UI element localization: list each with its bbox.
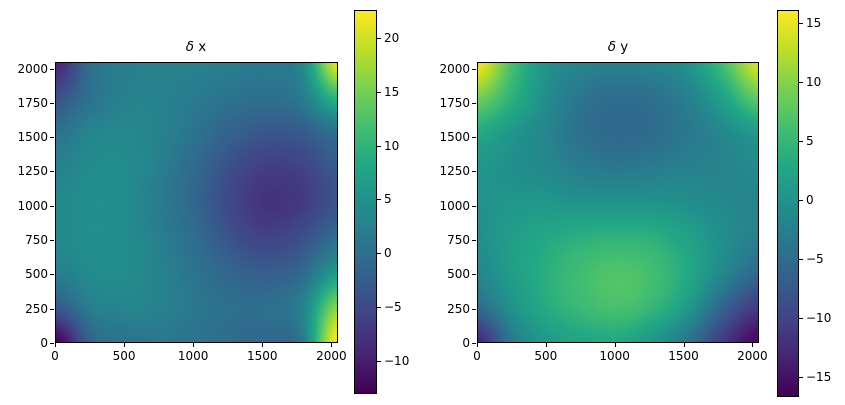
- x-tick-mark: [261, 343, 263, 347]
- x-tick-mark: [123, 343, 125, 347]
- colorbar-tick-label: −10: [384, 353, 410, 368]
- y-tick-label: 500: [447, 267, 470, 282]
- colorbar-tick-label: 15: [384, 84, 400, 99]
- y-tick-mark: [50, 239, 54, 241]
- y-tick-label: 1000: [17, 198, 48, 213]
- y-tick-mark: [50, 102, 54, 104]
- colorbar-tick-mark: [377, 252, 381, 254]
- y-tick-label: 250: [25, 301, 48, 316]
- y-tick-mark: [472, 239, 476, 241]
- x-tick-mark: [192, 343, 194, 347]
- y-tick-mark: [50, 68, 54, 70]
- y-tick-mark: [472, 342, 476, 344]
- colorbar-gradient-delta-x: [355, 11, 376, 393]
- colorbar-tick-mark: [377, 37, 381, 39]
- colorbar-tick-label: 5: [384, 192, 392, 207]
- x-tick-label: 500: [534, 349, 558, 363]
- colorbar-tick-label: −10: [806, 310, 832, 325]
- colorbar-tick-mark: [377, 145, 381, 147]
- y-tick-label: 1500: [17, 130, 48, 145]
- colorbar-tick-label: 0: [806, 192, 814, 207]
- colorbar-tick-mark: [377, 198, 381, 200]
- x-tick-mark: [751, 343, 753, 347]
- title-axis-letter-y: y: [615, 39, 629, 55]
- x-tick-mark: [54, 343, 56, 347]
- colorbar-tick-mark: [377, 360, 381, 362]
- colorbar-tick-mark: [799, 22, 803, 24]
- colorbar-delta-y: [777, 10, 799, 397]
- x-tick-label: 0: [51, 349, 59, 363]
- colorbar-tick-mark: [799, 199, 803, 201]
- y-tick-label: 750: [25, 233, 48, 248]
- y-tick-mark: [50, 342, 54, 344]
- colorbar-tick-label: 10: [806, 74, 822, 89]
- y-tick-mark: [472, 136, 476, 138]
- x-tick-mark: [330, 343, 332, 347]
- y-tick-mark: [50, 205, 54, 207]
- colorbar-tick-mark: [799, 317, 803, 319]
- y-tick-mark: [50, 273, 54, 275]
- y-tick-mark: [472, 170, 476, 172]
- x-tick-label: 1500: [668, 349, 699, 363]
- x-tick-label: 1000: [599, 349, 630, 363]
- x-tick-label: 2000: [737, 349, 768, 363]
- y-tick-mark: [472, 273, 476, 275]
- y-tick-label: 750: [447, 233, 470, 248]
- x-tick-label: 1000: [177, 349, 209, 363]
- y-tick-label: 2000: [439, 61, 470, 76]
- y-tick-label: 500: [25, 267, 48, 282]
- heatmap-image-delta-x: [56, 63, 337, 342]
- x-tick-mark: [614, 343, 616, 347]
- y-tick-mark: [50, 308, 54, 310]
- y-tick-mark: [50, 136, 54, 138]
- y-tick-label: 2000: [17, 61, 48, 76]
- x-tick-label: 1500: [246, 349, 278, 363]
- y-tick-label: 250: [447, 301, 470, 316]
- x-tick-label: 500: [112, 349, 136, 363]
- x-tick-mark: [545, 343, 547, 347]
- y-tick-mark: [472, 68, 476, 70]
- y-tick-label: 1000: [439, 198, 470, 213]
- x-tick-label: 0: [473, 349, 481, 363]
- y-tick-mark: [50, 170, 54, 172]
- x-tick-mark: [476, 343, 478, 347]
- y-tick-label: 1750: [17, 95, 48, 110]
- colorbar-tick-mark: [799, 376, 803, 378]
- y-tick-label: 1500: [439, 130, 470, 145]
- colorbar-tick-label: −15: [806, 369, 832, 384]
- colorbar-gradient-delta-y: [778, 11, 798, 396]
- colorbar-tick-label: 20: [384, 30, 400, 45]
- colorbar-tick-label: 15: [806, 15, 822, 30]
- title-axis-letter-x: x: [193, 39, 207, 55]
- y-tick-label: 1750: [439, 95, 470, 110]
- heatmap-image-delta-y: [478, 63, 758, 342]
- colorbar-tick-label: −5: [806, 251, 824, 266]
- colorbar-tick-mark: [377, 306, 381, 308]
- y-tick-label: 1250: [439, 164, 470, 179]
- heatmap-axes-delta-x: [55, 62, 338, 343]
- x-tick-mark: [683, 343, 685, 347]
- colorbar-tick-mark: [799, 258, 803, 260]
- heatmap-axes-delta-y: [477, 62, 759, 343]
- subplot-title-delta-x: δ x: [96, 39, 296, 55]
- x-tick-label: 2000: [316, 349, 347, 363]
- colorbar-tick-label: 0: [384, 246, 392, 261]
- colorbar-tick-mark: [377, 91, 381, 93]
- colorbar-tick-label: 10: [384, 138, 400, 153]
- colorbar-delta-x: [354, 10, 377, 394]
- colorbar-tick-label: −5: [384, 299, 402, 314]
- y-tick-label: 1250: [17, 164, 48, 179]
- colorbar-tick-label: 5: [806, 133, 814, 148]
- y-tick-mark: [472, 205, 476, 207]
- y-tick-mark: [472, 102, 476, 104]
- subplot-title-delta-y: δ y: [518, 39, 718, 55]
- delta-symbol: δ: [185, 39, 194, 55]
- colorbar-tick-mark: [799, 81, 803, 83]
- y-tick-label: 0: [40, 336, 48, 350]
- colorbar-tick-mark: [799, 140, 803, 142]
- y-tick-mark: [472, 308, 476, 310]
- delta-symbol: δ: [607, 39, 616, 55]
- y-tick-label: 0: [462, 336, 470, 350]
